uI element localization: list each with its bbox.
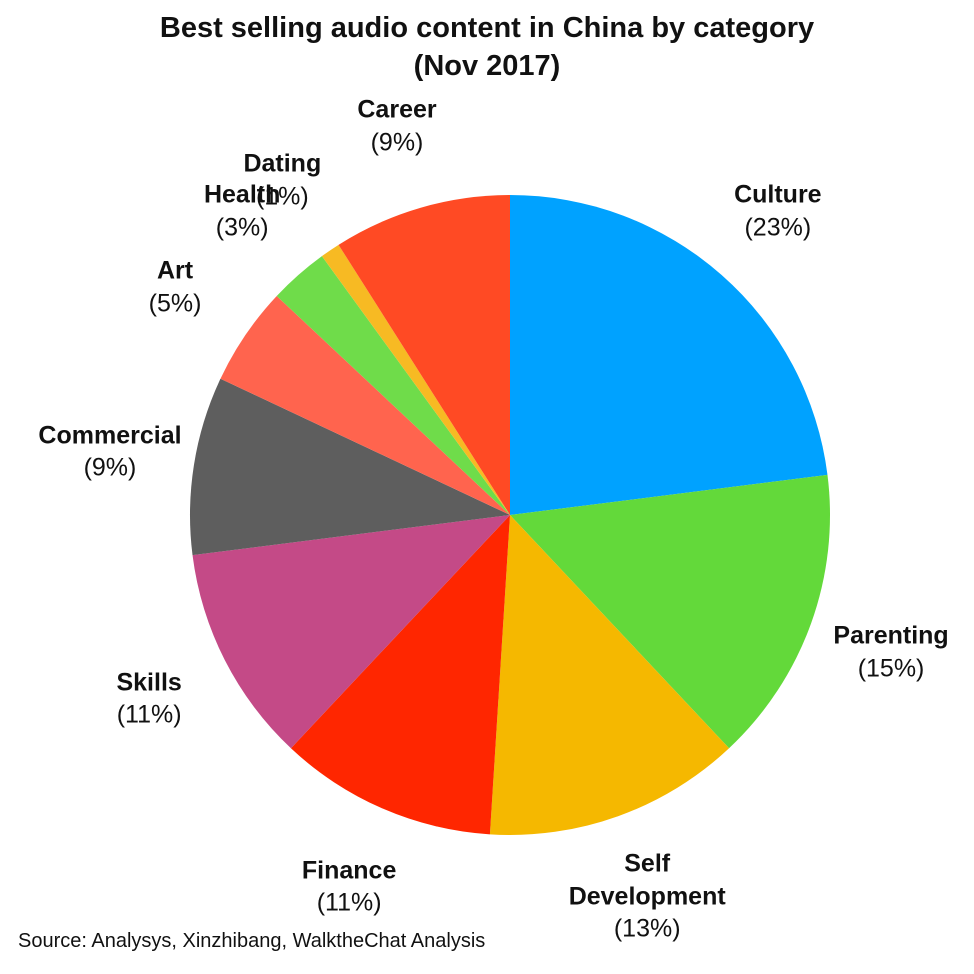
value-label: (1%)	[255, 182, 309, 211]
value-label: (5%)	[148, 289, 202, 318]
pie-slice	[510, 195, 828, 515]
pie-slice	[338, 195, 510, 515]
slice-label: Self Development (13%)	[569, 847, 726, 945]
pie-slice	[190, 378, 511, 556]
slice-label: Finance (11%)	[302, 854, 396, 919]
pie-slice	[290, 515, 510, 835]
slice-label: Culture (23%)	[734, 179, 822, 244]
value-label: (15%)	[857, 654, 925, 683]
category-label: Self Development	[568, 849, 726, 910]
chart-subtitle: (Nov 2017)	[413, 50, 561, 82]
category-label: Dating	[243, 149, 322, 178]
chart-title: Best selling audio content in China by c…	[159, 12, 815, 44]
category-label: Career	[357, 95, 437, 124]
pie-slice	[321, 244, 510, 515]
slice-label: Art (5%)	[149, 255, 202, 320]
pie-slice	[220, 295, 511, 515]
slice-label: Parenting (15%)	[833, 620, 948, 685]
value-label: (23%)	[744, 213, 812, 242]
value-label: (13%)	[613, 914, 681, 943]
value-label: (9%)	[370, 128, 424, 157]
pie-slice	[510, 474, 830, 749]
source-note: Source: Analysys, Xinzhibang, WalktheCha…	[18, 930, 486, 952]
slice-label: Skills (11%)	[116, 666, 181, 731]
value-label: (11%)	[316, 888, 382, 917]
pie-slice	[192, 515, 510, 749]
category-label: Health	[203, 180, 281, 209]
pie-slice	[489, 515, 730, 835]
category-label: Finance	[301, 856, 397, 885]
slice-label: Career (9%)	[357, 94, 436, 159]
category-label: Parenting	[833, 621, 949, 650]
slice-label: Dating (1%)	[243, 148, 321, 213]
pie-slice	[276, 256, 510, 515]
slice-label: Commercial (9%)	[38, 419, 181, 484]
category-label: Culture	[734, 180, 822, 209]
category-label: Commercial	[38, 421, 182, 450]
value-label: (11%)	[116, 700, 182, 729]
value-label: (9%)	[83, 453, 137, 482]
category-label: Skills	[116, 668, 182, 697]
value-label: (3%)	[215, 213, 269, 242]
slice-label: Health (3%)	[204, 179, 280, 244]
category-label: Art	[156, 256, 194, 285]
